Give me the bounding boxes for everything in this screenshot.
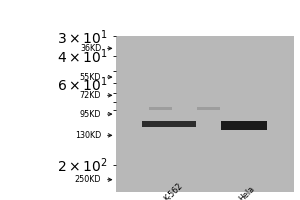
Text: 36KD: 36KD bbox=[80, 44, 101, 53]
Text: 55KD: 55KD bbox=[80, 73, 101, 82]
Text: K-562: K-562 bbox=[163, 181, 185, 200]
Bar bbox=[148, 107, 172, 110]
Text: 130KD: 130KD bbox=[75, 131, 101, 140]
Text: Hela: Hela bbox=[238, 184, 257, 200]
Bar bbox=[142, 121, 196, 127]
Text: 250KD: 250KD bbox=[75, 175, 101, 184]
Bar bbox=[221, 121, 267, 130]
Text: 95KD: 95KD bbox=[80, 110, 101, 119]
Text: 72KD: 72KD bbox=[80, 91, 101, 100]
Bar bbox=[197, 107, 220, 110]
